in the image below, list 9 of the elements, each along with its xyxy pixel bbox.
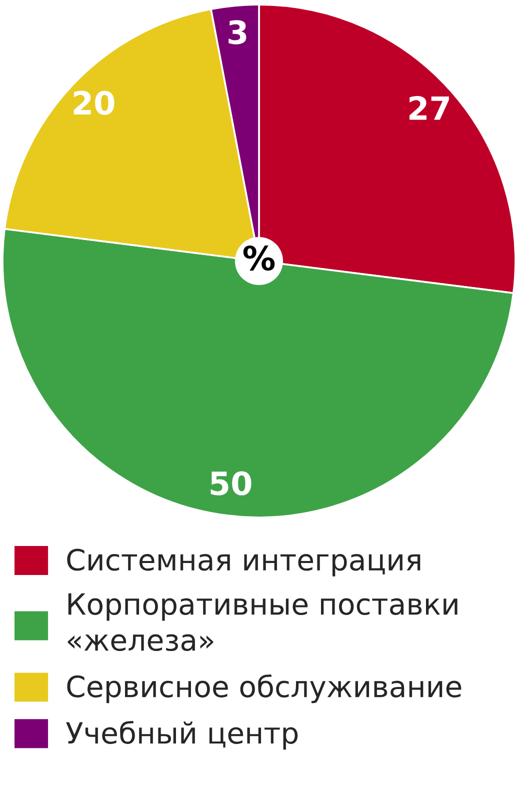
data-label: 50 xyxy=(210,471,252,496)
legend-label: Сервисное обслуживание xyxy=(67,674,462,704)
legend-label: Учебный центр xyxy=(66,720,298,750)
data-label: 3 xyxy=(228,20,246,44)
legend-label: Системная интеграция xyxy=(67,548,420,576)
legend-label: Корпоративные поставки «железа» xyxy=(68,593,458,652)
text: % xyxy=(243,245,275,271)
data-label: 27 xyxy=(410,96,449,120)
data-label: 20 xyxy=(74,90,114,115)
